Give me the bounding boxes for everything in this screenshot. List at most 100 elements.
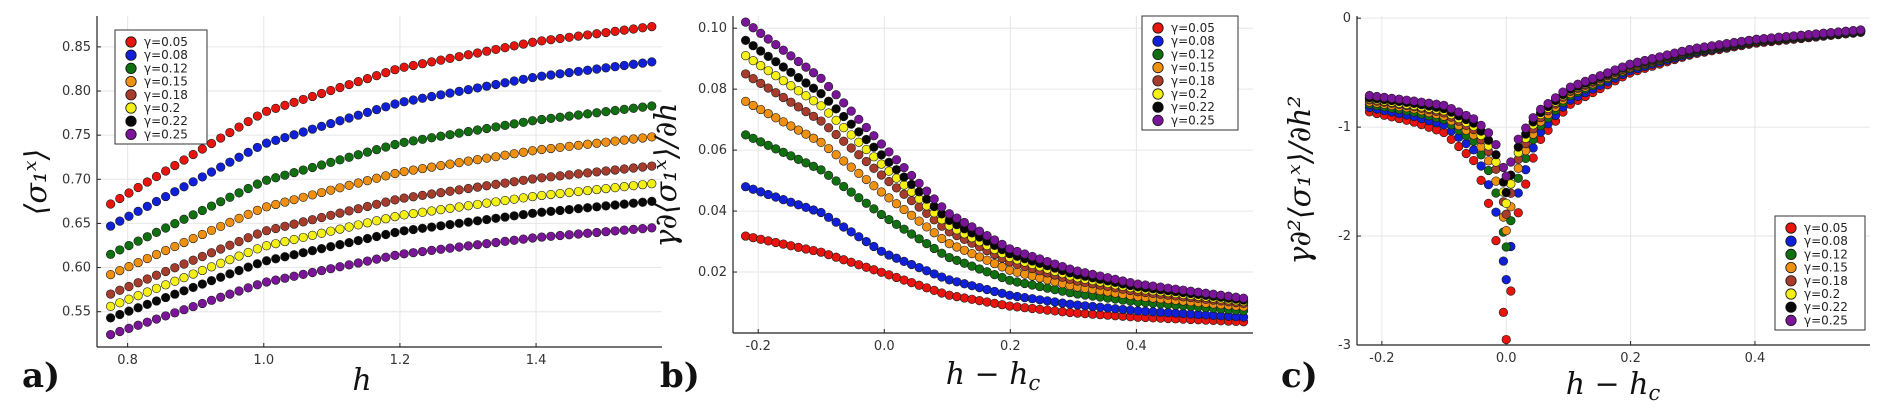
data-point bbox=[1491, 140, 1501, 150]
data-point bbox=[151, 270, 162, 280]
data-point bbox=[298, 248, 308, 258]
data-point bbox=[142, 232, 152, 242]
data-point bbox=[133, 291, 143, 301]
data-point bbox=[289, 195, 299, 205]
legend-entry: γ=0.05 bbox=[1804, 221, 1848, 235]
data-point bbox=[546, 35, 556, 45]
data-point bbox=[399, 193, 409, 203]
data-point bbox=[628, 198, 639, 208]
data-point bbox=[124, 240, 134, 251]
x-axis-label: h − hc bbox=[946, 357, 1041, 395]
data-point bbox=[1148, 281, 1158, 291]
data-point bbox=[564, 141, 574, 151]
legend-marker bbox=[125, 89, 137, 101]
data-point bbox=[142, 274, 152, 284]
data-point bbox=[638, 162, 648, 172]
data-point bbox=[225, 217, 235, 227]
legend-entry: γ=0.18 bbox=[144, 88, 188, 102]
data-point bbox=[1080, 268, 1090, 278]
data-point bbox=[353, 150, 363, 160]
data-point bbox=[243, 233, 253, 243]
data-point bbox=[509, 211, 519, 221]
data-point bbox=[1498, 256, 1509, 266]
data-point bbox=[638, 197, 648, 207]
data-point bbox=[500, 120, 510, 130]
data-point bbox=[271, 239, 281, 249]
data-point bbox=[417, 246, 428, 257]
data-point bbox=[261, 138, 272, 148]
data-point bbox=[741, 231, 751, 241]
data-point bbox=[1521, 165, 1531, 175]
data-point bbox=[1057, 307, 1068, 317]
data-point bbox=[1020, 303, 1030, 313]
data-point bbox=[891, 199, 902, 209]
data-point bbox=[234, 265, 244, 276]
data-point bbox=[417, 207, 428, 217]
data-point bbox=[944, 209, 954, 219]
data-point bbox=[537, 190, 547, 201]
data-point bbox=[527, 174, 538, 184]
data-point bbox=[619, 104, 629, 114]
data-point bbox=[537, 173, 547, 183]
data-point bbox=[298, 127, 308, 137]
data-point bbox=[610, 26, 620, 36]
data-point bbox=[170, 219, 180, 229]
data-point bbox=[115, 245, 125, 255]
data-point bbox=[133, 206, 143, 216]
data-point bbox=[151, 227, 162, 237]
data-point bbox=[252, 229, 262, 239]
data-point bbox=[763, 109, 773, 119]
data-point bbox=[326, 185, 336, 195]
data-point bbox=[436, 244, 446, 254]
data-point bbox=[307, 230, 318, 240]
legend-marker bbox=[1152, 22, 1164, 34]
data-point bbox=[408, 165, 418, 175]
data-point bbox=[197, 229, 207, 240]
data-point bbox=[846, 187, 856, 197]
data-point bbox=[1513, 134, 1523, 144]
data-point bbox=[151, 283, 162, 294]
series-γ=0.15 bbox=[106, 132, 657, 280]
data-point bbox=[463, 201, 473, 211]
data-point bbox=[582, 228, 593, 238]
data-point bbox=[188, 233, 198, 244]
data-point bbox=[252, 205, 262, 215]
data-point bbox=[771, 88, 781, 98]
data-point bbox=[628, 103, 639, 113]
data-point bbox=[454, 185, 464, 195]
data-point bbox=[823, 212, 834, 222]
data-point bbox=[362, 147, 373, 157]
data-point bbox=[234, 251, 244, 261]
data-point bbox=[906, 179, 917, 190]
data-point bbox=[225, 269, 235, 279]
data-point bbox=[628, 163, 639, 173]
data-point bbox=[839, 156, 849, 166]
data-point bbox=[861, 134, 871, 145]
data-point bbox=[831, 104, 841, 114]
data-point bbox=[115, 326, 125, 337]
legend-marker bbox=[1785, 314, 1797, 326]
data-point bbox=[1020, 278, 1030, 289]
data-point bbox=[564, 230, 574, 240]
data-point bbox=[906, 210, 917, 220]
data-point bbox=[216, 133, 226, 143]
series-γ=0.18 bbox=[106, 161, 657, 299]
data-point bbox=[326, 210, 336, 220]
legend-entry: γ=0.22 bbox=[1171, 100, 1215, 114]
data-point bbox=[491, 197, 501, 207]
data-point bbox=[335, 116, 345, 126]
data-point bbox=[261, 226, 272, 236]
data-point bbox=[261, 202, 272, 212]
data-point bbox=[884, 193, 894, 203]
data-point bbox=[929, 243, 939, 254]
data-point bbox=[179, 273, 189, 283]
data-point bbox=[808, 83, 819, 93]
data-point bbox=[1483, 180, 1494, 190]
data-point bbox=[518, 209, 528, 220]
legend-marker bbox=[1152, 61, 1164, 74]
data-point bbox=[206, 248, 217, 258]
data-point bbox=[362, 107, 373, 117]
data-point bbox=[243, 116, 253, 127]
data-point bbox=[216, 258, 226, 268]
